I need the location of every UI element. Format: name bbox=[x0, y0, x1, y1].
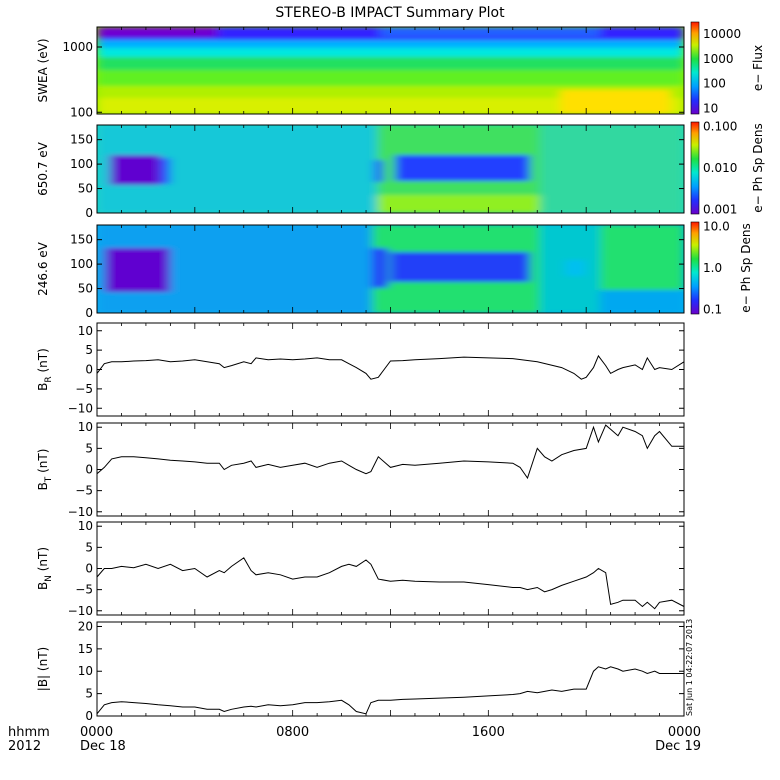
plot-title: STEREO-B IMPACT Summary Plot bbox=[275, 5, 505, 21]
colorbar-tick-label: 10.0 bbox=[703, 220, 730, 234]
y-tick-label: 0 bbox=[85, 363, 93, 377]
y-tick-label: 150 bbox=[70, 233, 93, 247]
br-panel-frame bbox=[96, 322, 685, 417]
y-tick-label: 0 bbox=[85, 562, 93, 576]
colorbar-tick-label: 10000 bbox=[703, 27, 741, 41]
colorbar-tick-label: 0.001 bbox=[703, 202, 737, 216]
y-axis-label: 650.7 eV bbox=[36, 141, 50, 196]
y-tick-label: 50 bbox=[78, 182, 93, 196]
time-tick-label: 0000 bbox=[668, 725, 701, 740]
y-tick-label: 10 bbox=[78, 664, 93, 678]
colorbar-label: e− Ph Sp Dens bbox=[739, 223, 753, 312]
series-line bbox=[96, 666, 684, 715]
year-label: 2012 bbox=[8, 739, 41, 754]
series-line bbox=[96, 354, 685, 380]
y-tick-label: 0 bbox=[85, 306, 93, 320]
pad-246-spectrogram bbox=[97, 225, 684, 313]
colorbar-tick-label: 0.100 bbox=[703, 120, 737, 134]
y-tick-label: 100 bbox=[70, 157, 93, 171]
y-tick-label: 50 bbox=[78, 282, 93, 296]
y-tick-label: −5 bbox=[75, 484, 93, 498]
y-axis-label: BN (nT) bbox=[36, 547, 54, 590]
y-tick-label: 10 bbox=[78, 420, 93, 434]
y-tick-label: 150 bbox=[70, 133, 93, 147]
time-unit-label: hhmm bbox=[8, 725, 50, 740]
y-tick-label: 10 bbox=[78, 324, 93, 338]
pad-650-spectrogram bbox=[97, 125, 684, 213]
y-tick-label: −10 bbox=[68, 505, 93, 519]
series-line bbox=[96, 424, 684, 480]
swea-spectrogram bbox=[97, 27, 684, 114]
y-axis-label: SWEA (eV) bbox=[36, 38, 50, 102]
colorbar-tick-label: 1000 bbox=[703, 52, 734, 66]
y-axis-label: BR (nT) bbox=[36, 348, 54, 391]
y-tick-label: −5 bbox=[75, 583, 93, 597]
series-line bbox=[96, 557, 685, 610]
colorbar-swea bbox=[690, 21, 700, 115]
timestamp-stamp: Sat Jun 1 04:22:07 2013 bbox=[685, 619, 694, 716]
time-tick-label: 1600 bbox=[472, 725, 505, 740]
y-tick-label: −10 bbox=[68, 401, 93, 415]
y-tick-label: −10 bbox=[68, 604, 93, 618]
colorbar-pad-246 bbox=[690, 221, 700, 315]
y-tick-label: 100 bbox=[70, 105, 93, 119]
date-tick-label: Dec 18 bbox=[80, 739, 126, 754]
colorbar-tick-label: 100 bbox=[703, 77, 726, 91]
y-tick-label: 0 bbox=[85, 709, 93, 723]
y-tick-label: 100 bbox=[70, 257, 93, 271]
y-axis-label: BT (nT) bbox=[36, 449, 54, 491]
y-tick-label: 5 bbox=[85, 343, 93, 357]
y-tick-label: 5 bbox=[85, 687, 93, 701]
bn-panel-frame bbox=[96, 521, 685, 616]
bt-panel-frame bbox=[96, 422, 685, 517]
y-tick-label: 0 bbox=[85, 463, 93, 477]
y-axis-label: |B| (nT) bbox=[36, 647, 50, 691]
y-tick-label: −5 bbox=[75, 382, 93, 396]
colorbar-tick-label: 0.010 bbox=[703, 161, 737, 175]
time-tick-label: 0800 bbox=[276, 725, 309, 740]
y-tick-label: 15 bbox=[78, 642, 93, 656]
y-tick-label: 10 bbox=[78, 519, 93, 533]
y-tick-label: 5 bbox=[85, 540, 93, 554]
colorbar-tick-label: 1.0 bbox=[703, 261, 722, 275]
colorbar-tick-label: 0.1 bbox=[703, 302, 722, 316]
y-axis-label: 246.6 eV bbox=[36, 241, 50, 296]
date-tick-label: Dec 19 bbox=[655, 739, 701, 754]
colorbar-label: e− Flux bbox=[751, 45, 765, 91]
y-tick-label: 5 bbox=[85, 441, 93, 455]
colorbar-tick-label: 10 bbox=[703, 101, 718, 115]
colorbar-pad-650 bbox=[690, 121, 700, 215]
colorbar-label: e− Ph Sp Dens bbox=[751, 123, 765, 212]
time-tick-label: 0000 bbox=[80, 725, 113, 740]
y-tick-label: 0 bbox=[85, 206, 93, 220]
y-tick-label: 20 bbox=[78, 619, 93, 633]
y-tick-label: 1000 bbox=[62, 40, 93, 54]
